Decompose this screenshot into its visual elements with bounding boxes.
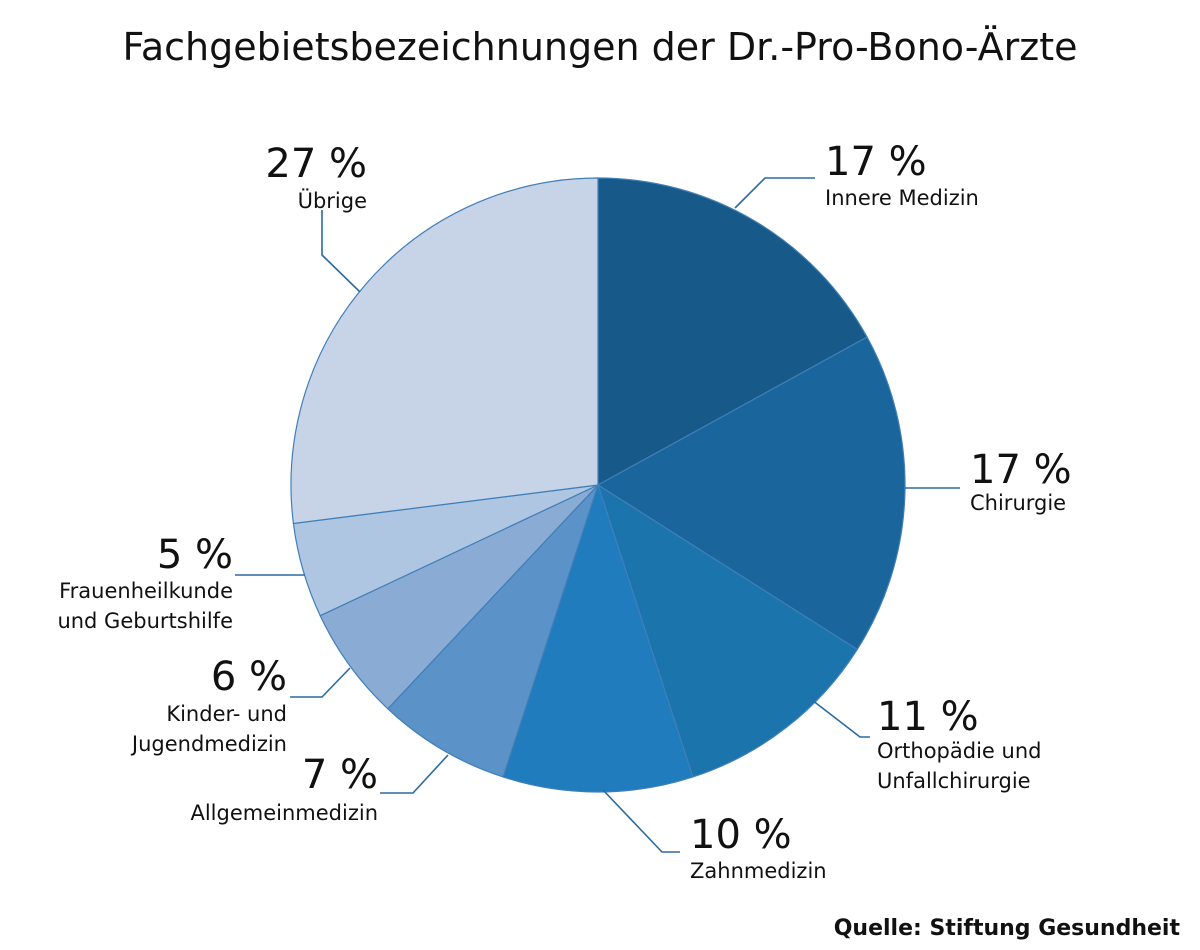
slice-percent-label: 17 % <box>970 447 1072 493</box>
slice-percent-label: 27 % <box>265 141 367 187</box>
slice-percent-label: 11 % <box>877 694 979 740</box>
slice-percent-label: 6 % <box>211 654 287 700</box>
slice-category-label: Übrige <box>298 188 367 213</box>
slice-category-label: Allgemeinmedizin <box>190 801 378 825</box>
pie-slice <box>386 484 599 778</box>
leader-line <box>380 754 449 794</box>
slice-category-label: Innere Medizin <box>825 186 979 210</box>
pie-slices <box>290 177 906 793</box>
slice-category-label: und Geburtshilfe <box>57 609 233 633</box>
slice-category-label: Jugendmedizin <box>130 732 287 756</box>
slice-category-label: Chirurgie <box>970 491 1066 515</box>
pie-slice <box>502 483 694 793</box>
slice-percent-label: 17 % <box>825 139 927 185</box>
slice-percent-label: 5 % <box>157 532 233 578</box>
pie-slice <box>596 336 906 651</box>
slice-category-label: Frauenheilkunde <box>59 579 233 603</box>
pie-slice <box>597 177 868 487</box>
slice-category-label: Unfallchirurgie <box>877 769 1031 793</box>
leader-line <box>811 699 870 738</box>
pie-slice <box>290 177 599 525</box>
leader-line <box>321 210 361 293</box>
slice-percent-label: 10 % <box>690 812 792 858</box>
leader-line <box>602 789 680 853</box>
slice-category-label: Kinder- und <box>166 702 287 726</box>
slice-category-label: Zahnmedizin <box>690 859 827 883</box>
slice-percent-label: 7 % <box>302 752 378 798</box>
source-note: Quelle: Stiftung Gesundheit <box>834 916 1181 941</box>
leader-line <box>290 667 351 698</box>
slice-category-label: Orthopädie und <box>877 739 1041 763</box>
chart-title: Fachgebietsbezeichnungen der Dr.-Pro-Bon… <box>123 25 1078 69</box>
leader-line <box>734 177 815 209</box>
pie-slice <box>596 483 859 778</box>
leader-lines <box>235 177 960 853</box>
